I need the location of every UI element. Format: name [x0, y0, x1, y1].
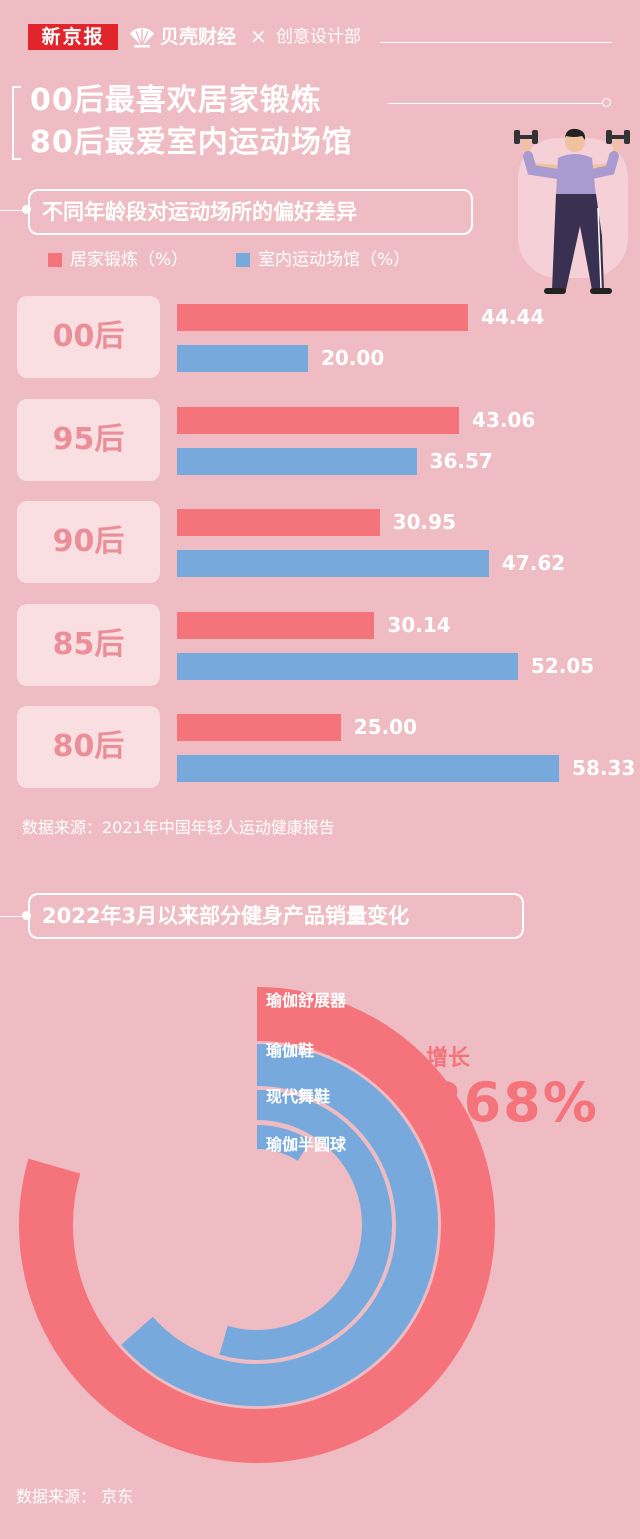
ring-arc — [256, 1125, 311, 1162]
ring-arc — [19, 987, 495, 1463]
age-group-label: 00后 — [17, 296, 160, 378]
brand-logo-xinjingbao: 新京报 — [28, 24, 118, 50]
title-divider — [388, 103, 603, 104]
growth-value: 868% — [424, 1071, 599, 1134]
bar-home-exercise — [177, 406, 460, 434]
ring-label: 现代舞鞋 — [266, 1087, 331, 1106]
bar-home-exercise — [177, 611, 375, 639]
bar-indoor-venue — [177, 550, 489, 577]
bar-value-label: 36.57 — [429, 448, 493, 473]
ring-arc — [219, 1090, 392, 1360]
bar-value-label: 44.44 — [481, 305, 545, 329]
growth-label: 增长 — [426, 1046, 471, 1071]
legend-label-venue: 室内运动场馆（%） — [258, 250, 411, 270]
title-bracket — [12, 86, 21, 160]
section2-dot — [22, 911, 31, 920]
age-group-label: 80后 — [17, 706, 160, 788]
page-title-line1: 00后最喜欢居家锻炼 — [30, 83, 322, 118]
bar-home-exercise — [177, 714, 341, 741]
page-title-line2: 80后最爱室内运动场馆 — [30, 125, 353, 160]
bar-indoor-venue — [177, 652, 518, 680]
bar-indoor-venue — [177, 755, 560, 782]
fitness-sales-radial-chart — [19, 987, 495, 1463]
bar-home-exercise — [177, 509, 380, 536]
brand-separator: × — [250, 24, 267, 48]
bar-value-label: 52.05 — [530, 653, 595, 678]
header-divider — [380, 42, 612, 43]
ring-label: 瑜伽舒展器 — [266, 991, 347, 1010]
legend-label-home: 居家锻炼（%） — [70, 250, 189, 270]
age-group-label: 95后 — [17, 398, 160, 481]
section1-heading: 不同年龄段对运动场所的偏好差异 — [28, 189, 473, 235]
brand-name-beike: 贝壳财经 — [160, 26, 237, 48]
bar-value-label: 47.62 — [501, 551, 566, 575]
dumbbell-person-illustration — [514, 128, 630, 294]
bar-value-label: 20.00 — [321, 346, 385, 370]
shell-logo-icon — [130, 28, 154, 48]
legend-swatch-venue — [236, 253, 250, 267]
section1-source: 数据来源：2021年中国年轻人运动健康报告 — [22, 818, 335, 837]
ring-arc — [121, 1044, 438, 1406]
bar-value-label: 30.14 — [387, 612, 451, 637]
section2-source: 数据来源： 京东 — [16, 1487, 134, 1506]
bar-home-exercise — [177, 304, 469, 331]
bar-value-label: 43.06 — [472, 407, 536, 432]
section1-connector — [0, 210, 28, 211]
section2-heading: 2022年3月以来部分健身产品销量变化 — [28, 893, 524, 939]
ring-label: 瑜伽鞋 — [266, 1041, 315, 1060]
legend-swatch-home — [48, 253, 62, 267]
section1-dot — [22, 205, 31, 214]
ring-label: 瑜伽半圆球 — [266, 1135, 347, 1154]
brand-name-design-dept: 创意设计部 — [276, 27, 361, 47]
age-group-label: 90后 — [17, 501, 160, 583]
bar-indoor-venue — [177, 447, 417, 475]
bar-indoor-venue — [177, 345, 308, 372]
bar-value-label: 58.33 — [572, 756, 636, 780]
section2-connector — [0, 916, 28, 917]
bar-value-label: 25.00 — [353, 715, 418, 739]
age-group-label: 85后 — [17, 603, 160, 686]
bar-value-label: 30.95 — [392, 510, 456, 534]
title-divider-dot — [602, 98, 611, 107]
